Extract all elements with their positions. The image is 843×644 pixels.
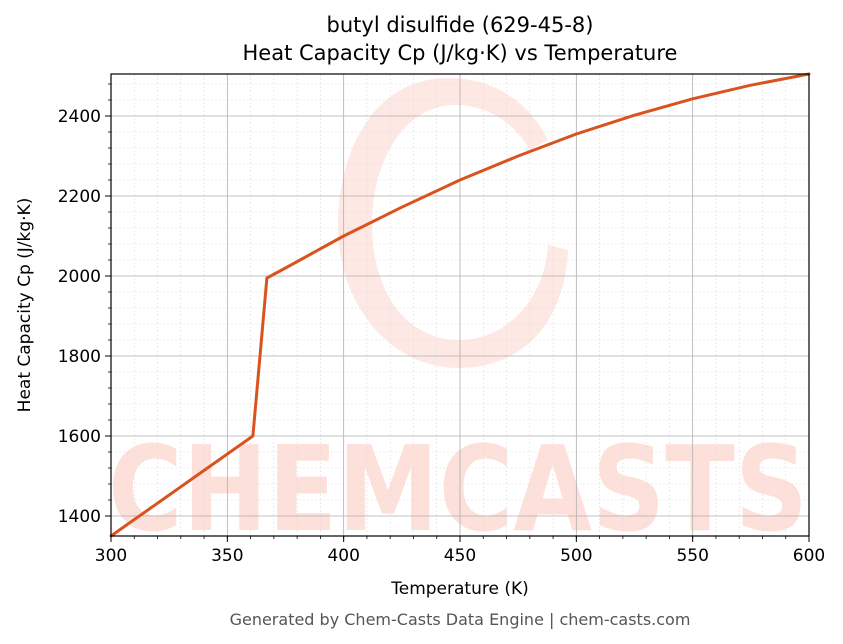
watermark-text: CHEMCASTS	[108, 420, 808, 558]
chart-subtitle: Heat Capacity Cp (J/kg·K) vs Temperature	[243, 41, 678, 65]
x-tick-label: 300	[95, 546, 127, 566]
x-tick-label: 600	[793, 546, 825, 566]
x-tick-label: 450	[444, 546, 476, 566]
chart-title: butyl disulfide (629-45-8)	[327, 13, 594, 37]
ticks	[105, 83, 810, 542]
y-axis-label: Heat Capacity Cp (J/kg·K)	[15, 198, 35, 413]
footer-credit: Generated by Chem-Casts Data Engine | ch…	[230, 610, 691, 629]
x-tick-label: 350	[211, 546, 243, 566]
x-axis-label: Temperature (K)	[390, 579, 529, 599]
watermark: CHEMCASTS	[108, 78, 808, 558]
series-layer	[109, 72, 811, 538]
y-tick-label: 2400	[58, 107, 101, 127]
y-tick-label: 2000	[58, 267, 101, 287]
x-tick-label: 500	[560, 546, 592, 566]
x-tick-label: 550	[676, 546, 708, 566]
series-line	[109, 72, 811, 538]
tick-labels: 300 350 400 450 500 550 600 1400 1600 1800 2000 220…	[58, 107, 825, 566]
y-tick-label: 1400	[58, 507, 101, 527]
x-tick-label: 400	[327, 546, 359, 566]
y-tick-label: 1600	[58, 427, 101, 447]
y-tick-label: 1800	[58, 347, 101, 367]
y-tick-label: 2200	[58, 187, 101, 207]
